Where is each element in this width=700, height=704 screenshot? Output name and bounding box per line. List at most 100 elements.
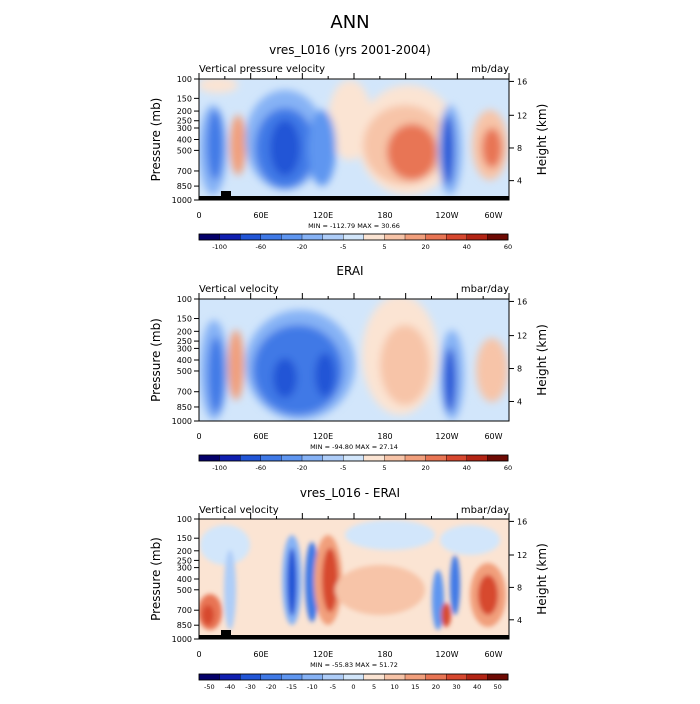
colorbar-box xyxy=(301,233,324,241)
y-tick-label: 200 xyxy=(177,107,192,116)
y-tick-label: 700 xyxy=(177,167,192,176)
x-tick-label: 60E xyxy=(253,432,268,441)
colorbar-box xyxy=(198,454,221,462)
y-tick-label: 100 xyxy=(177,515,192,524)
x-tick-label: 120W xyxy=(435,650,458,659)
y-tick-label: 1000 xyxy=(172,417,192,426)
field-blob xyxy=(322,548,338,612)
colorbar-label: -15 xyxy=(286,683,297,691)
y-tick-label: 500 xyxy=(177,146,192,155)
colorbar-label: 5 xyxy=(382,464,386,472)
colorbar-frame xyxy=(198,233,509,241)
colorbar-label: -60 xyxy=(255,464,266,472)
colorbar-box xyxy=(260,673,282,681)
colorbar-label: -100 xyxy=(212,464,227,472)
colorbar-box xyxy=(363,673,385,681)
field-blob xyxy=(476,338,508,402)
colorbar-label: -20 xyxy=(297,243,308,251)
field-blob xyxy=(315,353,335,397)
y-tick-label: 850 xyxy=(177,182,192,191)
y-right-axis-label: Height (km) xyxy=(535,104,549,175)
y-tick-label: 1000 xyxy=(172,635,192,644)
x-tick-label: 180 xyxy=(377,211,392,220)
x-tick-label: 0 xyxy=(196,650,201,659)
colorbar-box xyxy=(343,673,365,681)
colorbar-label: -30 xyxy=(245,683,256,691)
field-blob xyxy=(345,520,435,550)
colorbar-label: 5 xyxy=(372,683,376,691)
x-tick-label: 60W xyxy=(484,432,502,441)
y-right-tick-label: 4 xyxy=(517,616,522,625)
colorbar-box xyxy=(322,673,344,681)
panel-title: vres_L016 - ERAI xyxy=(300,486,400,500)
colorbar-box xyxy=(322,454,344,462)
colorbar-box xyxy=(301,673,324,681)
colorbar-box xyxy=(260,233,282,241)
colorbar-box xyxy=(384,233,406,241)
y-tick-label: 1000 xyxy=(172,196,192,205)
y-tick-label: 100 xyxy=(177,295,192,304)
y-right-tick-label: 12 xyxy=(517,332,527,341)
colorbar-frame xyxy=(198,454,509,462)
field-blob xyxy=(199,79,238,93)
y-tick-label: 200 xyxy=(177,327,192,336)
colorbar-box xyxy=(404,233,427,241)
colorbar-box xyxy=(343,454,365,462)
colorbar-box xyxy=(281,673,303,681)
colorbar-label: -60 xyxy=(255,243,266,251)
x-tick-label: 0 xyxy=(196,211,201,220)
colorbar-box xyxy=(446,454,468,462)
terrain-peak xyxy=(221,191,231,200)
y-tick-label: 700 xyxy=(177,606,192,615)
field-blob xyxy=(444,348,456,412)
colorbar-box xyxy=(363,454,385,462)
panel-title: vres_L016 (yrs 2001-2004) xyxy=(269,43,431,57)
field-blob xyxy=(224,550,236,630)
colorbar-label: 40 xyxy=(463,243,471,251)
y-tick-label: 500 xyxy=(177,367,192,376)
y-right-axis-label: Height (km) xyxy=(535,324,549,395)
contour-field xyxy=(199,79,509,200)
colorbar-label: 40 xyxy=(463,464,471,472)
min-max-label: MIN = -55.83 MAX = 51.72 xyxy=(310,661,398,669)
colorbar-box xyxy=(487,233,509,241)
colorbar-label: 60 xyxy=(504,464,512,472)
y-tick-label: 850 xyxy=(177,403,192,412)
y-tick-label: 300 xyxy=(177,124,192,133)
colorbar-box xyxy=(301,454,324,462)
y-tick-label: 250 xyxy=(177,337,192,346)
colorbar-box xyxy=(404,673,427,681)
y-right-tick-label: 16 xyxy=(517,297,527,306)
colorbar-label: -5 xyxy=(330,683,336,691)
terrain-mask xyxy=(199,635,509,639)
field-blob xyxy=(270,120,300,176)
colorbar-label: 10 xyxy=(391,683,399,691)
y-right-tick-label: 16 xyxy=(517,77,527,86)
panel-units-label: mb/day xyxy=(471,64,509,75)
colorbar-box xyxy=(384,454,406,462)
colorbar-box xyxy=(404,454,427,462)
x-tick-label: 60W xyxy=(484,211,502,220)
y-tick-label: 150 xyxy=(177,534,192,543)
x-tick-label: 120E xyxy=(313,650,333,659)
x-tick-label: 0 xyxy=(196,432,201,441)
contour-field xyxy=(199,519,509,639)
panel-difference: vres_L016 - ERAI Vertical velocity mbar/… xyxy=(199,486,509,639)
panel-units-label: mbar/day xyxy=(461,284,509,295)
panel-left-label: Vertical pressure velocity xyxy=(199,64,325,75)
y-tick-label: 150 xyxy=(177,315,192,324)
colorbar-label: 0 xyxy=(351,683,355,691)
panel-title: ERAI xyxy=(336,264,363,278)
y-tick-label: 500 xyxy=(177,586,192,595)
y-tick-label: 400 xyxy=(177,575,192,584)
colorbar-label: 60 xyxy=(504,243,512,251)
y-axis-label: Pressure (mb) xyxy=(149,98,163,182)
terrain-peak xyxy=(221,630,231,639)
field-blob xyxy=(380,325,430,405)
colorbar-box xyxy=(281,233,303,241)
colorbar-label: 20 xyxy=(421,243,429,251)
colorbar-label: -10 xyxy=(307,683,318,691)
